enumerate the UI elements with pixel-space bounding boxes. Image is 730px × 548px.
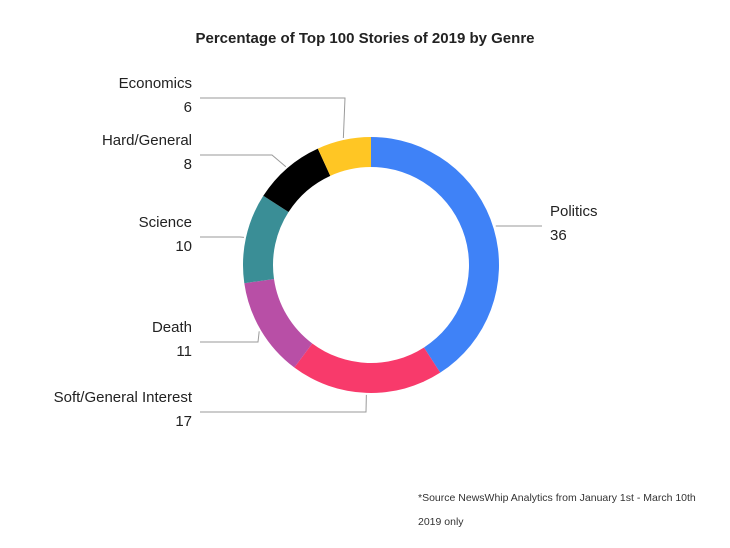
leader-line-soft-general-interest xyxy=(200,394,367,413)
slice-death xyxy=(244,278,313,368)
source-note-line-2: 2019 only xyxy=(418,516,464,528)
data-label-value-science: 10 xyxy=(175,238,192,255)
leader-lines-group xyxy=(200,97,542,413)
slice-science xyxy=(243,195,289,284)
data-label-name-science: Science xyxy=(139,214,192,231)
leader-line-economics xyxy=(200,97,346,138)
source-note: *Source NewsWhip Analytics from January … xyxy=(418,486,718,534)
slice-economics xyxy=(317,137,371,176)
data-label-name-death: Death xyxy=(152,319,192,336)
data-label-name-hard-general: Hard/General xyxy=(102,132,192,149)
slice-soft-general-interest xyxy=(294,343,441,393)
leader-line-hard-general xyxy=(200,154,287,168)
data-label-name-soft-general-interest: Soft/General Interest xyxy=(54,389,193,406)
data-label-value-soft-general-interest: 17 xyxy=(175,413,192,430)
data-label-value-economics: 6 xyxy=(184,99,192,116)
data-labels-group: Politics 36 Soft/General Interest 17 Death 11… xyxy=(54,75,598,430)
data-label-name-politics: Politics xyxy=(550,203,598,220)
leader-line-death xyxy=(200,331,260,343)
slice-hard-general xyxy=(263,148,331,213)
chart-title: Percentage of Top 100 Stories of 2019 by… xyxy=(195,30,535,47)
slice-politics xyxy=(371,137,499,373)
source-note-line-1: *Source NewsWhip Analytics from January … xyxy=(418,492,696,504)
data-label-value-hard-general: 8 xyxy=(184,156,192,173)
data-label-name-economics: Economics xyxy=(119,75,192,92)
data-label-value-politics: 36 xyxy=(550,227,567,244)
data-label-value-death: 11 xyxy=(176,343,192,360)
slices-group xyxy=(243,137,499,393)
